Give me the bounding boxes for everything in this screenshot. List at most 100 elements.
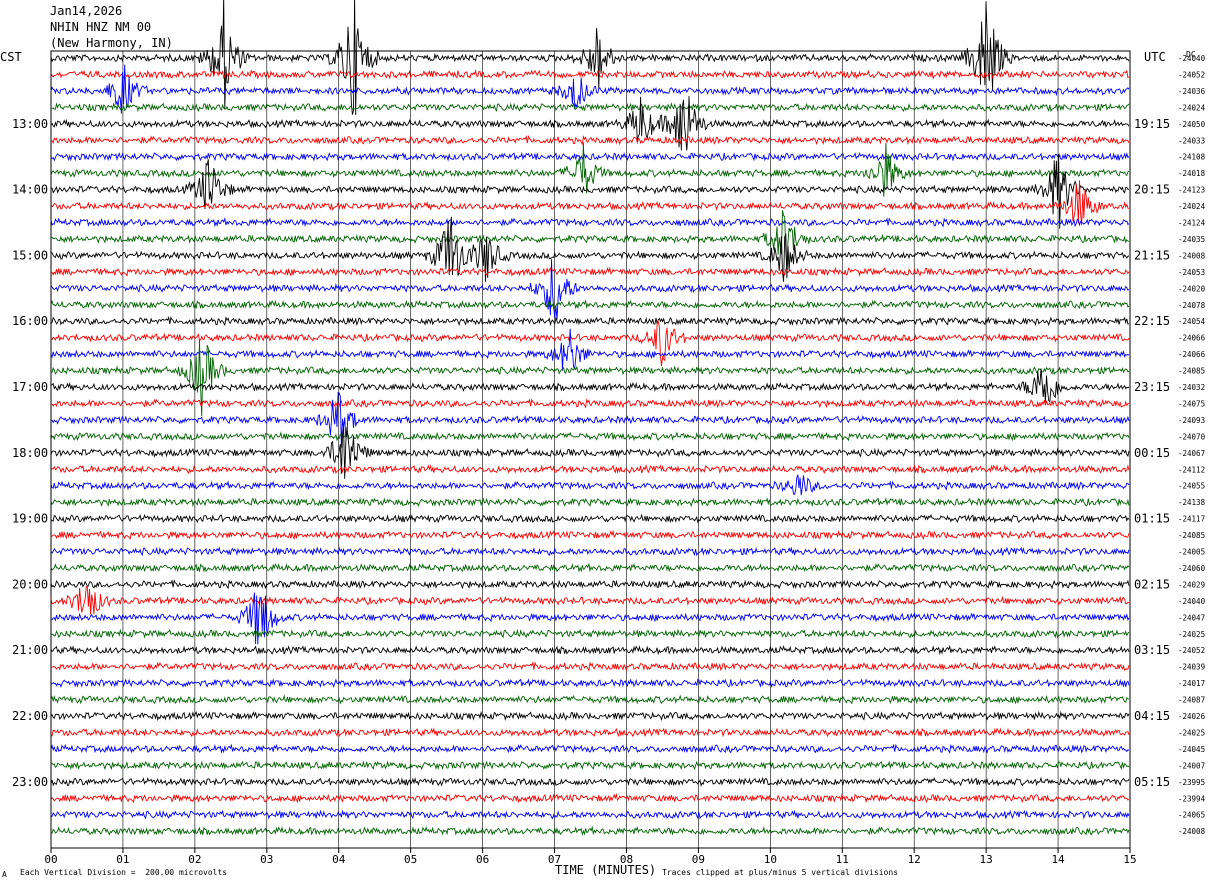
dc-value-label: -24070 [1178,432,1206,441]
dc-value-label: -24040 [1178,597,1206,606]
dc-value-label: -24112 [1178,465,1205,474]
right-zone-label: UTC [1144,50,1166,64]
x-tick-label: 11 [836,853,849,866]
left-hour-label: 17:00 [12,380,48,394]
seismic-trace [50,69,1130,80]
dc-value-label: -24024 [1178,202,1206,211]
right-hour-label: 23:15 [1134,380,1170,394]
seismic-trace [50,792,1130,804]
seismic-trace [50,661,1130,672]
x-tick-label: 09 [692,853,705,866]
logo-mark: A [2,870,7,879]
dc-value-label: -24036 [1178,87,1206,96]
dc-value-label: -24066 [1178,350,1206,359]
seismic-trace [50,217,1130,228]
left-zone-label: CST [0,50,22,64]
dc-value-label: -24007 [1178,761,1205,770]
left-hour-label: 20:00 [12,577,48,591]
left-hour-label: 23:00 [12,775,48,789]
seismic-trace [50,513,1130,524]
seismic-trace [50,151,1130,162]
dc-value-label: -24087 [1178,696,1205,705]
dc-value-label: -23994 [1178,794,1206,803]
seismic-trace [50,809,1130,820]
seismic-trace [50,259,1130,320]
x-tick-label: 06 [476,853,489,866]
seismic-trace [50,142,1130,197]
dc-value-label: -24066 [1178,334,1206,343]
seismic-trace [50,96,1130,151]
right-hour-label: 00:15 [1134,446,1170,460]
dc-value-label: -24055 [1178,482,1205,491]
right-hour-label: 01:15 [1134,512,1170,526]
dc-value-label: -24052 [1178,70,1205,79]
seismic-trace [50,210,1130,270]
x-axis-title: TIME (MINUTES) [555,863,657,877]
seismic-trace [50,710,1130,722]
dc-value-label: -24123 [1178,186,1205,195]
header-station: NHIN HNZ NM 00 [50,20,152,34]
x-tick-label: 04 [332,853,346,866]
x-tick-label: 14 [1051,853,1065,866]
left-hour-label: 16:00 [12,314,48,328]
right-hour-label: 19:15 [1134,117,1170,131]
seismic-trace [50,299,1130,310]
dc-value-label: -24033 [1178,136,1205,145]
seismic-trace [50,427,1130,479]
right-hour-label: 05:15 [1134,775,1170,789]
header-location: (New Harmony, IN) [50,36,173,50]
x-tick-label: 12 [908,853,921,866]
plot-frame [50,50,1131,849]
x-tick-label: 01 [116,853,129,866]
seismic-trace [50,776,1130,787]
seismic-trace [50,628,1130,639]
header-date: Jan14,2026 [50,4,123,18]
seismic-trace [50,153,1130,229]
dc-value-label: -24035 [1178,235,1205,244]
seismic-trace [50,102,1130,113]
dc-value-label: -24108 [1178,153,1206,162]
dc-value-label: -24060 [1178,564,1206,573]
seismic-trace [50,64,1130,114]
clip-note: Traces clipped at plus/minus 5 vertical … [662,868,899,877]
dc-value-label: -24029 [1178,580,1205,589]
dc-value-label: -24085 [1178,531,1205,540]
right-hour-label: 22:15 [1134,314,1170,328]
dc-value-label: -24085 [1178,367,1205,376]
left-hour-label: 22:00 [12,709,48,723]
seismic-trace [50,0,1130,116]
dc-value-label: -24047 [1178,613,1205,622]
seismic-trace [50,266,1130,277]
x-tick-label: 07 [548,853,561,866]
seismic-trace [50,328,1130,371]
dc-value-label: -24039 [1178,663,1205,672]
dc-value-label: -24008 [1178,827,1206,836]
seismic-trace [50,316,1130,327]
dc-value-label: -24005 [1178,548,1205,557]
left-hour-label: 15:00 [12,248,48,262]
seismic-trace [50,743,1130,754]
x-tick-label: 13 [980,853,993,866]
seismic-trace [50,431,1130,442]
dc-value-label: -24052 [1178,646,1205,655]
seismic-trace [50,644,1130,656]
dc-value-label: -24065 [1178,811,1205,820]
dc-value-label: -24053 [1178,268,1205,277]
seismic-trace [50,546,1130,557]
seismic-trace [50,760,1130,771]
seismic-trace [50,579,1130,590]
seismic-trace [50,678,1130,688]
dc-value-label: -24025 [1178,728,1205,737]
dc-value-label: -24045 [1178,745,1205,754]
dc-value-label: -24008 [1178,251,1206,260]
left-hour-label: 14:00 [12,183,48,197]
dc-value-label: -24138 [1178,498,1206,507]
seismic-trace [50,529,1130,541]
seismic-trace [50,825,1130,836]
dc-value-label: -24024 [1178,103,1206,112]
right-hour-label: 21:15 [1134,248,1170,262]
seismic-trace [50,398,1130,409]
x-tick-label: 08 [620,853,633,866]
dc-value-label: -23995 [1178,778,1205,787]
seismic-trace [50,694,1130,705]
